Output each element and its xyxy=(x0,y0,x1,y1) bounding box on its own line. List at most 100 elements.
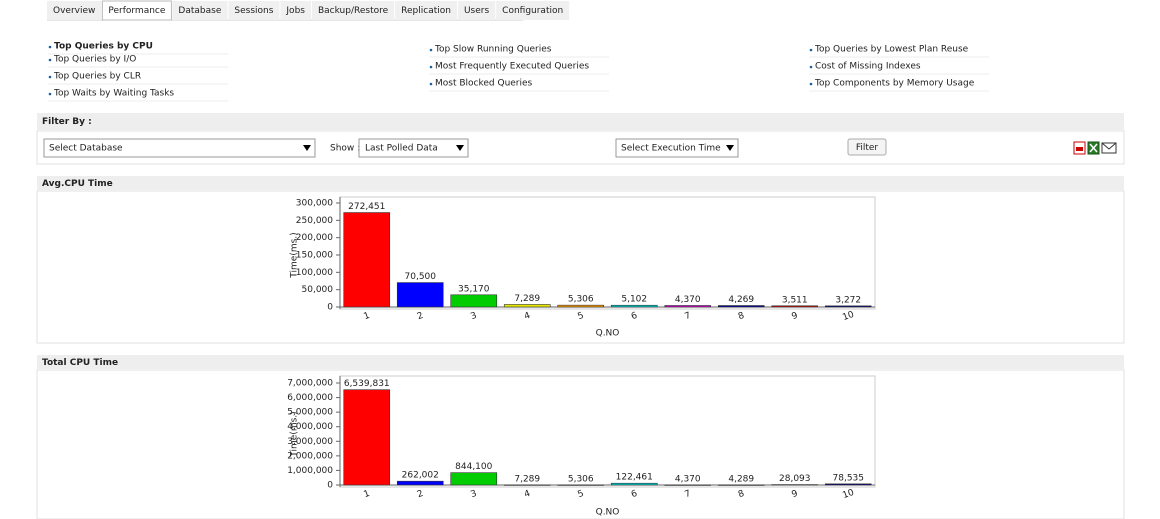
chart-header xyxy=(37,355,1124,369)
value-label: 4,370 xyxy=(675,474,701,484)
x-tick-label: 2 xyxy=(416,489,425,500)
database-select-text: Select Database xyxy=(49,144,123,154)
database-select[interactable] xyxy=(43,138,316,158)
value-label: 4,269 xyxy=(728,295,754,305)
value-label: 6,539,831 xyxy=(344,379,390,389)
bullet xyxy=(48,45,52,49)
y-tick-label: 3,000,000 xyxy=(287,437,333,447)
y-tick-label: 50,000 xyxy=(302,285,334,295)
tab[interactable] xyxy=(47,1,102,20)
nav-link[interactable]: Top Slow Running Queries xyxy=(434,45,552,55)
plot-area xyxy=(339,375,876,488)
x-tick-label: 4 xyxy=(523,311,532,322)
tab-label: Performance xyxy=(108,6,165,16)
nav-link[interactable]: Most Blocked Queries xyxy=(435,79,533,89)
dropdown-arrow xyxy=(456,145,464,151)
bar xyxy=(717,305,765,308)
value-label: 122,461 xyxy=(616,473,653,483)
value-label: 5,306 xyxy=(568,295,594,305)
tab[interactable] xyxy=(496,1,570,20)
tab-label: Overview xyxy=(53,6,95,16)
x-tick-label: 7 xyxy=(684,311,693,322)
nav-link[interactable]: Top Queries by Lowest Plan Reuse xyxy=(814,45,969,55)
y-tick-label: 5,000,000 xyxy=(287,408,333,418)
x-tick-label: 8 xyxy=(737,311,746,322)
nav-link[interactable]: Top Components by Memory Usage xyxy=(814,79,975,89)
tab[interactable] xyxy=(228,1,280,20)
y-tick-label: 0 xyxy=(327,303,333,313)
nav-link[interactable]: Top Queries by CLR xyxy=(53,72,141,82)
chart-title: Total CPU Time xyxy=(42,358,118,368)
x-tick-label: 2 xyxy=(416,311,425,322)
x-tick-label: 4 xyxy=(523,489,532,500)
nav-link[interactable]: Top Queries by CPU xyxy=(54,42,153,52)
time-select[interactable] xyxy=(615,138,739,158)
x-tick-label: 10 xyxy=(841,488,855,501)
nav-link[interactable]: Most Frequently Executed Queries xyxy=(435,62,589,72)
nav-link[interactable]: Top Queries by I/O xyxy=(53,55,136,65)
bar xyxy=(557,304,605,308)
excel-icon[interactable] xyxy=(1087,141,1100,155)
filter-button[interactable] xyxy=(847,138,887,156)
value-label: 7,289 xyxy=(514,294,540,304)
filter-header xyxy=(37,113,1124,130)
bullet xyxy=(429,65,433,69)
bullet xyxy=(809,48,813,52)
bar xyxy=(396,282,444,308)
bullet xyxy=(809,65,813,69)
value-label: 3,272 xyxy=(835,295,861,305)
x-axis-label: Q.NO xyxy=(596,329,620,339)
value-label: 272,451 xyxy=(348,202,385,212)
tab-label: Jobs xyxy=(285,6,305,16)
nav-link[interactable]: Cost of Missing Indexes xyxy=(815,62,921,72)
x-tick-label: 9 xyxy=(791,311,800,322)
tab-label: Users xyxy=(464,6,490,16)
filter-button-text: Filter xyxy=(856,143,879,153)
x-tick-label: 3 xyxy=(470,489,479,500)
value-label: 262,002 xyxy=(402,471,439,481)
bullet xyxy=(429,82,433,86)
bullet xyxy=(48,75,52,79)
tab[interactable] xyxy=(280,1,311,20)
value-label: 5,306 xyxy=(568,474,594,484)
y-tick-label: 300,000 xyxy=(296,199,333,209)
pdf-icon[interactable] xyxy=(1073,141,1086,155)
bar xyxy=(396,480,444,486)
y-tick-label: 1,000,000 xyxy=(287,466,333,476)
y-tick-label: 200,000 xyxy=(296,233,333,243)
bar xyxy=(503,484,551,486)
y-tick-label: 6,000,000 xyxy=(287,393,333,403)
x-tick-label: 5 xyxy=(577,311,586,322)
y-tick-label: 2,000,000 xyxy=(287,451,333,461)
bar xyxy=(343,389,391,486)
y-tick-label: 0 xyxy=(327,481,333,491)
tab[interactable] xyxy=(311,1,395,20)
chart-header xyxy=(37,176,1124,190)
tab-label: Replication xyxy=(401,6,451,16)
bar xyxy=(343,212,391,308)
show-select[interactable] xyxy=(358,138,469,158)
tab[interactable] xyxy=(172,1,228,20)
y-tick-label: 7,000,000 xyxy=(287,379,333,389)
y-tick-label: 100,000 xyxy=(296,268,333,278)
nav-link[interactable]: Top Waits by Waiting Tasks xyxy=(53,89,174,99)
value-label: 78,535 xyxy=(833,473,865,483)
chart-title: Avg.CPU Time xyxy=(42,179,113,189)
x-tick-label: 3 xyxy=(470,311,479,322)
tab[interactable] xyxy=(457,1,496,20)
value-label: 35,170 xyxy=(458,284,490,294)
y-tick-label: 4,000,000 xyxy=(287,422,333,432)
value-label: 7,289 xyxy=(514,474,540,484)
bar xyxy=(450,294,498,308)
value-label: 4,289 xyxy=(728,474,754,484)
x-tick-label: 5 xyxy=(577,489,586,500)
tab[interactable] xyxy=(101,0,172,21)
x-tick-label: 1 xyxy=(363,311,372,322)
y-axis-label: Time(ms.) xyxy=(290,232,300,278)
value-label: 70,500 xyxy=(405,272,437,282)
value-label: 28,093 xyxy=(779,474,811,484)
tab-label: Backup/Restore xyxy=(318,6,389,16)
tab[interactable] xyxy=(395,1,457,20)
x-tick-label: 9 xyxy=(791,489,800,500)
mail-icon[interactable] xyxy=(1101,142,1117,154)
